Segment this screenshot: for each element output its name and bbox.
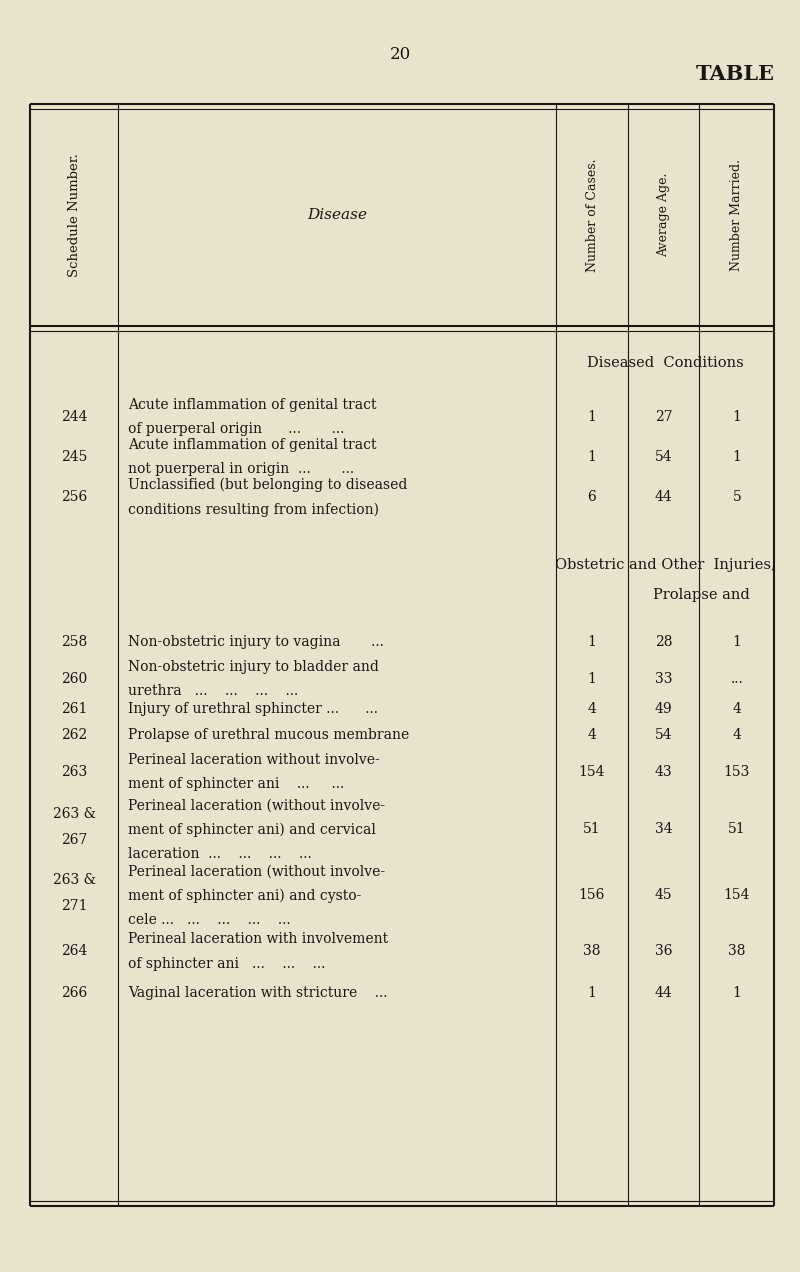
Text: of sphincter ani   ...    ...    ...: of sphincter ani ... ... ... [128,957,326,971]
Text: ment of sphincter ani) and cysto-: ment of sphincter ani) and cysto- [128,888,362,903]
Text: 1: 1 [587,672,597,687]
Text: 1: 1 [732,410,742,425]
Text: 34: 34 [654,822,673,837]
Text: 256: 256 [62,490,87,505]
Text: Number Married.: Number Married. [730,159,743,271]
Text: Diseased  Conditions: Diseased Conditions [587,355,743,370]
Text: 154: 154 [723,888,750,903]
Text: 261: 261 [62,701,87,716]
Text: 45: 45 [654,888,673,903]
Text: Obstetric and Other  Injuries,: Obstetric and Other Injuries, [555,557,775,572]
Text: 267: 267 [62,832,87,847]
Text: not puerperal in origin  ...       ...: not puerperal in origin ... ... [128,462,354,476]
Text: 44: 44 [654,490,673,505]
Text: 36: 36 [655,944,672,959]
Text: 54: 54 [654,449,673,464]
Text: 264: 264 [62,944,87,959]
Text: Schedule Number.: Schedule Number. [68,153,81,277]
Text: Perineal laceration (without involve-: Perineal laceration (without involve- [128,798,385,813]
Text: cele ...   ...    ...    ...    ...: cele ... ... ... ... ... [128,912,290,927]
Text: laceration  ...    ...    ...    ...: laceration ... ... ... ... [128,846,312,861]
Text: 263 &: 263 & [53,873,96,888]
Text: ment of sphincter ani    ...     ...: ment of sphincter ani ... ... [128,777,344,791]
Text: 4: 4 [587,701,597,716]
Text: 156: 156 [579,888,605,903]
Text: 5: 5 [733,490,741,505]
Text: 6: 6 [588,490,596,505]
Text: 260: 260 [62,672,87,687]
Text: 263: 263 [62,764,87,780]
Text: of puerperal origin      ...       ...: of puerperal origin ... ... [128,422,344,436]
Text: 28: 28 [655,635,672,650]
Text: ment of sphincter ani) and cervical: ment of sphincter ani) and cervical [128,822,376,837]
Text: Non-obstetric injury to vagina       ...: Non-obstetric injury to vagina ... [128,635,384,650]
Text: 1: 1 [587,635,597,650]
Text: 1: 1 [587,449,597,464]
Text: Perineal laceration with involvement: Perineal laceration with involvement [128,932,388,946]
Text: 1: 1 [732,986,742,1001]
Text: Non-obstetric injury to bladder and: Non-obstetric injury to bladder and [128,660,379,674]
Text: conditions resulting from infection): conditions resulting from infection) [128,502,379,516]
Text: Perineal laceration (without involve-: Perineal laceration (without involve- [128,864,385,879]
Text: 38: 38 [583,944,601,959]
Text: 51: 51 [728,822,746,837]
Text: 154: 154 [578,764,606,780]
Text: Unclassified (but belonging to diseased: Unclassified (but belonging to diseased [128,478,407,492]
Text: Acute inflammation of genital tract: Acute inflammation of genital tract [128,398,377,412]
Text: Injury of urethral sphincter ...      ...: Injury of urethral sphincter ... ... [128,701,378,716]
Text: Perineal laceration without involve-: Perineal laceration without involve- [128,753,380,767]
Text: Number of Cases.: Number of Cases. [586,158,598,272]
Text: Acute inflammation of genital tract: Acute inflammation of genital tract [128,438,377,452]
Text: 44: 44 [654,986,673,1001]
Text: 51: 51 [583,822,601,837]
Text: 20: 20 [390,46,410,64]
Text: 54: 54 [654,728,673,743]
Text: TABLE: TABLE [695,64,774,84]
Text: urethra   ...    ...    ...    ...: urethra ... ... ... ... [128,684,298,698]
Text: 4: 4 [587,728,597,743]
Text: 43: 43 [654,764,673,780]
Text: 49: 49 [654,701,673,716]
Text: Average Age.: Average Age. [657,173,670,257]
Text: 1: 1 [732,635,742,650]
Text: 4: 4 [732,728,742,743]
Text: Prolapse and: Prolapse and [653,588,750,603]
Text: 1: 1 [732,449,742,464]
Text: 244: 244 [61,410,88,425]
Text: 263 &: 263 & [53,806,96,822]
Text: 271: 271 [61,898,88,913]
Text: 266: 266 [62,986,87,1001]
Text: 245: 245 [62,449,87,464]
Text: 38: 38 [728,944,746,959]
Text: ...: ... [730,672,743,687]
Text: 258: 258 [62,635,87,650]
Text: Vaginal laceration with stricture    ...: Vaginal laceration with stricture ... [128,986,387,1001]
Text: 153: 153 [724,764,750,780]
Text: Prolapse of urethral mucous membrane: Prolapse of urethral mucous membrane [128,728,410,743]
Text: 33: 33 [655,672,672,687]
Text: 27: 27 [654,410,673,425]
Text: 262: 262 [62,728,87,743]
Text: Disease: Disease [307,207,367,223]
Text: 1: 1 [587,410,597,425]
Text: 4: 4 [732,701,742,716]
Text: 1: 1 [587,986,597,1001]
